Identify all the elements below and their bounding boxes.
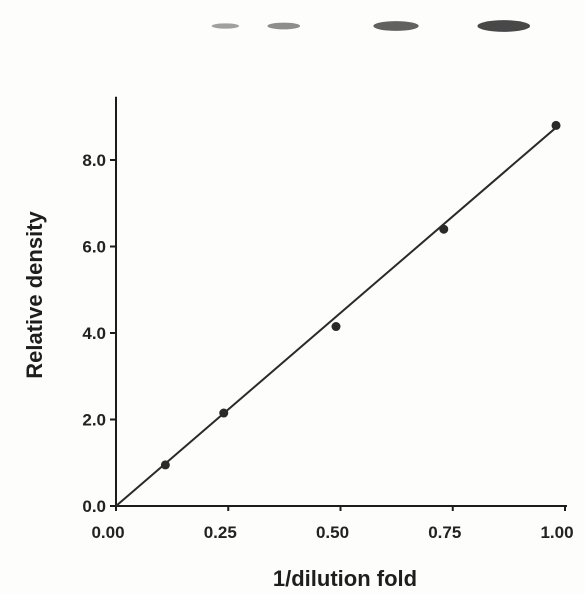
x-tick-label: 1.00 (540, 523, 573, 542)
x-tick-label: 0.00 (91, 523, 124, 542)
y-axis-ticks: 0.0 2.0 4.0 6.0 8.0 (82, 151, 116, 516)
x-axis-ticks: 0.00 0.25 0.50 0.75 1.00 (91, 506, 574, 542)
gel-band (373, 21, 419, 31)
y-tick-label: 2.0 (82, 411, 106, 430)
x-tick-label: 0.50 (316, 523, 349, 542)
data-point (551, 120, 561, 130)
data-point (219, 408, 229, 418)
data-point (439, 224, 449, 234)
gel-band (267, 22, 301, 30)
x-axis-title: 1/dilution fold (273, 566, 417, 591)
y-axis-title: Relative density (22, 210, 47, 378)
data-point (160, 460, 170, 470)
y-tick-label: 6.0 (82, 238, 106, 257)
y-tick-label: 0.0 (82, 497, 106, 516)
data-point (331, 322, 341, 332)
regression-line (115, 126, 557, 507)
x-tick-label: 0.75 (428, 523, 461, 542)
y-tick-label: 8.0 (82, 151, 106, 170)
x-tick-label: 0.25 (204, 523, 237, 542)
gel-band-strip (211, 20, 531, 32)
y-tick-label: 4.0 (82, 324, 106, 343)
gel-band (211, 23, 240, 29)
plot-area: 0.0 2.0 4.0 6.0 8.0 0.00 0.25 0.50 0.75 1.00 (82, 96, 574, 542)
gel-band (477, 20, 531, 32)
data-points (160, 120, 561, 470)
